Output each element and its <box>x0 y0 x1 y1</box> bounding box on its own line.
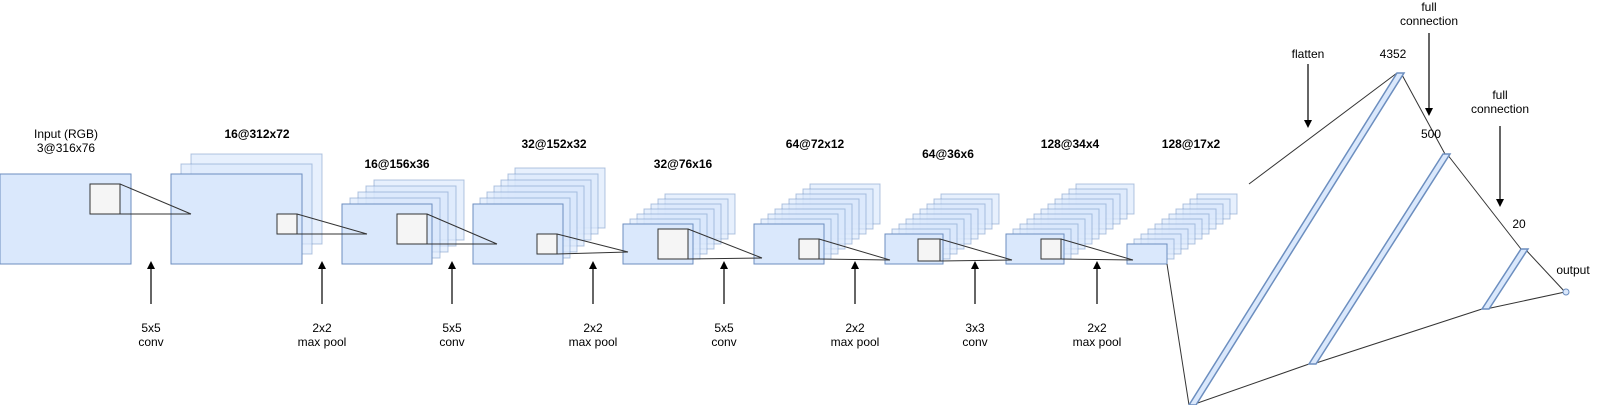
op-label-6-line1: 2x2 <box>845 321 865 335</box>
kernel-line-bottom-6 <box>939 259 1013 262</box>
op-label-7-line2: conv <box>962 335 987 349</box>
kernel-window-1 <box>276 213 298 235</box>
kernel-line-bottom-3 <box>556 251 629 255</box>
op-label-2-line1: 2x2 <box>312 321 332 335</box>
kernel-window-2 <box>396 213 428 245</box>
size-20-label: 20 <box>1512 217 1526 231</box>
dense-500 <box>1307 153 1452 365</box>
dense-20 <box>1480 248 1530 310</box>
kernel-line-top-4 <box>687 228 763 259</box>
kernel-window-6 <box>917 238 941 262</box>
flatten-label: flatten <box>1292 47 1325 61</box>
layer-label-3: 32@152x32 <box>521 137 586 151</box>
layer-label-input-line2: 3@316x76 <box>37 141 96 155</box>
layer-label-2: 16@156x36 <box>364 157 429 171</box>
op-label-8-line2: max pool <box>1073 335 1122 349</box>
dense-labels: flatten full connection full connection … <box>1292 0 1591 277</box>
op-label-3-line2: conv <box>439 335 464 349</box>
kernel-line-top-2 <box>426 213 498 245</box>
kernel-line-bottom-4 <box>687 257 763 260</box>
dense-connection-3 <box>1400 72 1446 155</box>
operation-labels: 5x5 conv 2x2 max pool 5x5 conv 2x2 max p… <box>138 321 1121 349</box>
fc1-label-line1: full <box>1421 0 1436 14</box>
op-label-5-line1: 5x5 <box>714 321 734 335</box>
fc2-label-line2: connection <box>1471 102 1529 116</box>
op-label-1-line1: 5x5 <box>141 321 161 335</box>
kernel-window-5 <box>798 238 820 260</box>
size-500-label: 500 <box>1421 127 1441 141</box>
dense-connection-2 <box>1191 363 1310 405</box>
layer-label-7: 128@34x4 <box>1041 137 1100 151</box>
dense-connection-0 <box>1166 263 1190 405</box>
op-label-7-line1: 3x3 <box>965 321 985 335</box>
layer-label-1: 16@312x72 <box>224 127 289 141</box>
op-label-1-line2: conv <box>138 335 163 349</box>
layer-label-4: 32@76x16 <box>654 157 713 171</box>
dense-4352 <box>1188 72 1406 405</box>
fc1-label-line2: connection <box>1400 14 1458 28</box>
feature-map-8-0 <box>1126 243 1168 265</box>
kernel-line-top-7 <box>1060 238 1134 261</box>
layer-label-6: 64@36x6 <box>922 147 974 161</box>
kernel-window-4 <box>657 228 689 260</box>
kernel-line-top-0 <box>119 183 192 215</box>
kernel-line-top-5 <box>818 238 891 261</box>
operation-arrows <box>147 33 1504 304</box>
kernel-window-0 <box>89 183 121 215</box>
op-label-3-line1: 5x5 <box>442 321 462 335</box>
dense-layers <box>1166 72 1570 405</box>
dense-connection-1 <box>1248 72 1398 185</box>
dense-connection-6 <box>1485 291 1566 310</box>
dense-connection-7 <box>1524 248 1566 293</box>
dense-connection-4 <box>1312 308 1483 365</box>
output-node <box>1562 288 1570 296</box>
op-label-4-line1: 2x2 <box>583 321 603 335</box>
kernel-line-bottom-7 <box>1060 258 1134 261</box>
op-label-6-line2: max pool <box>831 335 880 349</box>
kernel-window-3 <box>536 233 558 255</box>
kernel-line-bottom-5 <box>818 258 891 261</box>
op-label-2-line2: max pool <box>298 335 347 349</box>
output-label: output <box>1556 263 1590 277</box>
kernel-windows <box>89 183 1134 262</box>
kernel-line-top-6 <box>939 238 1013 261</box>
size-4352-label: 4352 <box>1380 47 1407 61</box>
op-label-5-line2: conv <box>711 335 736 349</box>
kernel-window-7 <box>1040 238 1062 260</box>
dense-connection-5 <box>1446 153 1522 250</box>
layer-label-5: 64@72x12 <box>786 137 845 151</box>
op-label-8-line1: 2x2 <box>1087 321 1107 335</box>
layer-labels: Input (RGB) 3@316x76 16@312x72 16@156x36… <box>34 127 1221 171</box>
op-label-4-line2: max pool <box>569 335 618 349</box>
fc2-label-line1: full <box>1492 88 1507 102</box>
kernel-line-top-1 <box>296 213 368 235</box>
kernel-line-top-3 <box>556 233 629 253</box>
layer-label-8: 128@17x2 <box>1162 137 1221 151</box>
layer-label-input-line1: Input (RGB) <box>34 127 98 141</box>
